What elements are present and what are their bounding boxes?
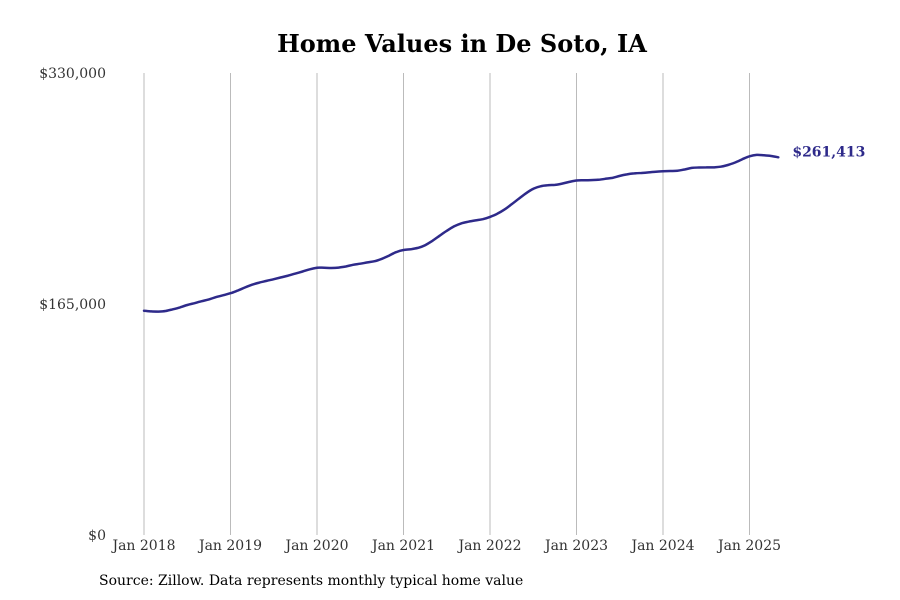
y-axis-ticks: $0 $165,000 $330,000: [39, 66, 106, 544]
latest-value-label: $261,413: [792, 144, 865, 160]
x-tick-label: Jan 2019: [197, 538, 262, 554]
x-tick-label: Jan 2023: [543, 538, 608, 554]
y-tick-label: $330,000: [39, 66, 106, 82]
chart-title: Home Values in De Soto, IA: [277, 29, 647, 58]
x-tick-label: Jan 2022: [456, 538, 521, 554]
home-value-line: [142, 153, 780, 313]
x-tick-label: Jan 2020: [283, 538, 348, 554]
x-axis-ticks: Jan 2018 Jan 2019 Jan 2020 Jan 2021 Jan 2022…: [110, 538, 781, 554]
source-note: Source: Zillow. Data represents monthly …: [99, 573, 524, 589]
x-tick-label: Jan 2018: [110, 538, 175, 554]
x-tick-label: Jan 2025: [716, 538, 781, 554]
y-tick-label: $0: [88, 528, 106, 544]
grid-lines: [143, 73, 750, 535]
x-tick-label: Jan 2021: [370, 538, 435, 554]
x-tick-label: Jan 2024: [629, 538, 694, 554]
y-tick-label: $165,000: [39, 297, 106, 313]
